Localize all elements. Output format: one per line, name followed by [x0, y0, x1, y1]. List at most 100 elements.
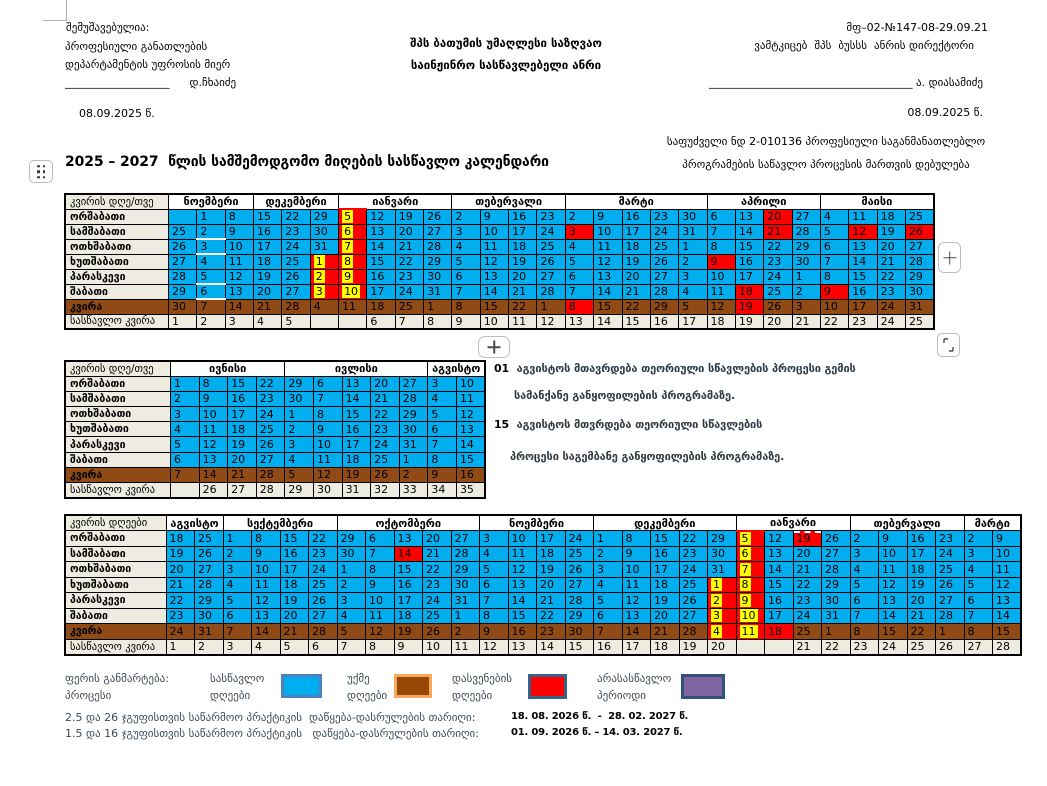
study-week-number: 10 [479, 313, 510, 330]
developer-name: დ.ჩხაიძე [189, 76, 237, 89]
day-cell: 17 [650, 561, 680, 578]
day-cell: 27 [904, 238, 935, 255]
add-button-below[interactable] [478, 336, 510, 358]
day-cell: 18 [341, 451, 372, 468]
study-week-number: 20 [707, 638, 737, 655]
day-cell: 19 [393, 623, 423, 640]
day-cell: 17 [366, 283, 396, 300]
day-cell: 9 [621, 545, 651, 562]
day-cell: 1 [196, 208, 226, 225]
month-header: დეკემბერი [593, 514, 737, 531]
day-cell: 20 [650, 607, 680, 624]
expand-button[interactable] [937, 333, 960, 357]
day-label: შაბათი [64, 283, 169, 300]
day-cell: 9 [479, 208, 510, 225]
day-cell: 10 [251, 561, 281, 578]
day-cell: 30 [450, 576, 480, 593]
day-cell: 21 [650, 623, 680, 640]
day-cell: 4 [849, 561, 879, 578]
day-cell: 13 [479, 268, 510, 285]
day-cell: 15 [507, 607, 537, 624]
day-cell: 9 [312, 421, 343, 438]
day-cell: 7 [427, 436, 457, 453]
day-cell: 5 [427, 406, 457, 423]
day-cell: 21 [422, 545, 452, 562]
day-cell: 16 [734, 253, 765, 270]
legend-swatch-rest-days [528, 674, 567, 699]
day-cell: 7 [963, 607, 993, 624]
day-cell: 2 [791, 283, 821, 300]
day-cell: 28 [167, 268, 198, 285]
day-cell: 11 [224, 253, 255, 270]
day-cell: 10 [621, 561, 651, 578]
day-cell: 14 [507, 592, 537, 609]
day-cell: 4 [222, 576, 252, 593]
day-label: ოთხშაბათი [64, 406, 171, 423]
study-week-number: 21 [792, 638, 822, 655]
day-cell: 26 [167, 238, 198, 255]
day-cell: 4 [309, 298, 340, 315]
study-week-label: სასწავლო კვირა [64, 481, 171, 499]
day-cell: 13 [507, 576, 537, 593]
month-header: მაისი [819, 193, 935, 210]
day-cell: 24 [792, 607, 822, 624]
day-cell: 9 [224, 223, 255, 240]
org-name-line2: საინჟინრო სასწავლებელი ანრი [410, 58, 602, 72]
study-week-number: 16 [649, 313, 680, 330]
day-cell: 10 [878, 545, 908, 562]
month-header: ივლისი [284, 360, 429, 377]
study-week-number: 30 [312, 481, 343, 499]
drag-handle-icon [37, 164, 45, 179]
study-week-number: 26 [935, 638, 965, 655]
day-cell: 3 [284, 436, 314, 453]
study-week-number [309, 313, 340, 330]
study-week-number: 7 [336, 638, 366, 655]
day-cell: 1 [398, 451, 429, 468]
day-cell: 23 [763, 253, 793, 270]
day-cell: 27 [255, 451, 286, 468]
director-signature-blank: _____________________________________ [709, 76, 913, 89]
day-cell: 23 [308, 545, 338, 562]
day-cell: 2 [196, 223, 226, 240]
day-cell: 7 [479, 592, 509, 609]
day-cell: 8 [819, 268, 850, 285]
day-cell: 11 [848, 208, 878, 225]
day-cell: 24 [394, 283, 425, 300]
day-cell: 22 [678, 530, 708, 547]
day-cell: 30 [821, 592, 851, 609]
day-cell: 17 [508, 223, 538, 240]
side-note-2-line1: 15 აგვისტოს მთვრდება თეორიული სწავლების [494, 418, 763, 431]
day-cell: 6 [365, 530, 395, 547]
day-cell: 5 [336, 623, 366, 640]
day-cell: 22 [906, 623, 936, 640]
drag-handle-button[interactable] [29, 160, 53, 183]
month-header: ნოემბერი [479, 514, 594, 531]
day-cell: 14 [393, 545, 423, 562]
day-cell: 8 [198, 375, 229, 392]
day-cell: 12 [251, 592, 281, 609]
study-week-number: 15 [564, 638, 594, 655]
legend-label-dayoff: უქმე დღეები [347, 672, 388, 702]
day-cell: 8 [427, 451, 457, 468]
day-cell: 10 [455, 375, 486, 392]
director-signature-line: _____________________________________ ა.… [709, 76, 983, 89]
day-cell: 5 [451, 253, 481, 270]
day-cell: 5 [170, 436, 200, 453]
legend-label-nonstudy: არასასწავლო პერიოდი [597, 672, 672, 702]
day-cell: 2 [450, 623, 480, 640]
day-cell: 13 [393, 530, 423, 547]
day-cell: 23 [255, 390, 286, 408]
day-cell: 4 [678, 283, 708, 300]
study-week-number: 26 [198, 481, 229, 499]
developed-by-label: შემუშავებულია: [66, 21, 150, 34]
day-cell: 23 [370, 421, 400, 438]
day-cell: 4 [451, 238, 481, 255]
weekday-month-corner-label: კვირის დღე/თვე [64, 193, 169, 210]
day-cell: 22 [422, 561, 452, 578]
day-cell: 19 [621, 253, 651, 270]
study-week-number: 33 [398, 481, 429, 499]
developer-signature-line: ___________________ დ.ჩხაიძე [65, 76, 236, 89]
add-button-right[interactable] [938, 242, 961, 273]
day-cell: 20 [422, 530, 452, 547]
study-week-number: 13 [507, 638, 537, 655]
